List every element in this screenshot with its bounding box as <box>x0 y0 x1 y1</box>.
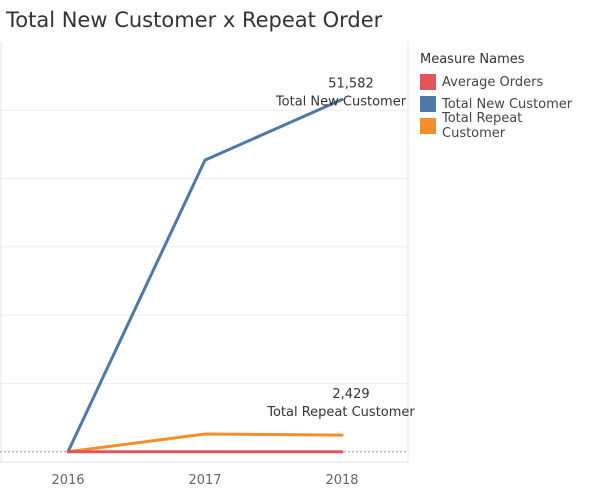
annotation-series-label: Total Repeat Customer <box>266 405 415 420</box>
legend-entry[interactable]: Total New Customer <box>420 93 588 115</box>
series-lines <box>66 97 344 454</box>
legend-label: Average Orders <box>442 74 544 90</box>
legend-swatch <box>420 96 436 112</box>
legend-entry[interactable]: Average Orders <box>420 71 588 93</box>
x-tick-label: 2018 <box>325 473 358 488</box>
annotation-value: 51,582 <box>328 76 374 91</box>
chart-title: Total New Customer x Repeat Order <box>6 8 383 32</box>
legend-swatch <box>420 118 436 134</box>
annotation-value: 2,429 <box>332 387 369 402</box>
gridlines <box>0 109 408 384</box>
x-tick-label: 2016 <box>51 473 84 488</box>
legend-swatch <box>420 74 436 90</box>
series-line-total-new-customer <box>66 97 344 454</box>
legend-entry[interactable]: Total Repeat Customer <box>420 111 588 141</box>
series-line-total-repeat-customer <box>66 432 344 454</box>
x-axis-ticks: 2016 2017 2018 <box>51 473 358 488</box>
legend-label: Total New Customer <box>442 96 573 112</box>
legend: Measure Names Average Orders Total New Cu… <box>420 52 588 141</box>
annotation-series-label: Total New Customer <box>275 94 407 109</box>
legend-title: Measure Names <box>420 52 525 67</box>
annotations: 51,582 Total New Customer 2,429 Total Repea… <box>266 76 415 420</box>
legend-items: Average Orders Total New Customer Total Re… <box>420 71 588 141</box>
legend-label: Total Repeat Customer <box>442 111 523 141</box>
x-tick-label: 2017 <box>188 473 221 488</box>
